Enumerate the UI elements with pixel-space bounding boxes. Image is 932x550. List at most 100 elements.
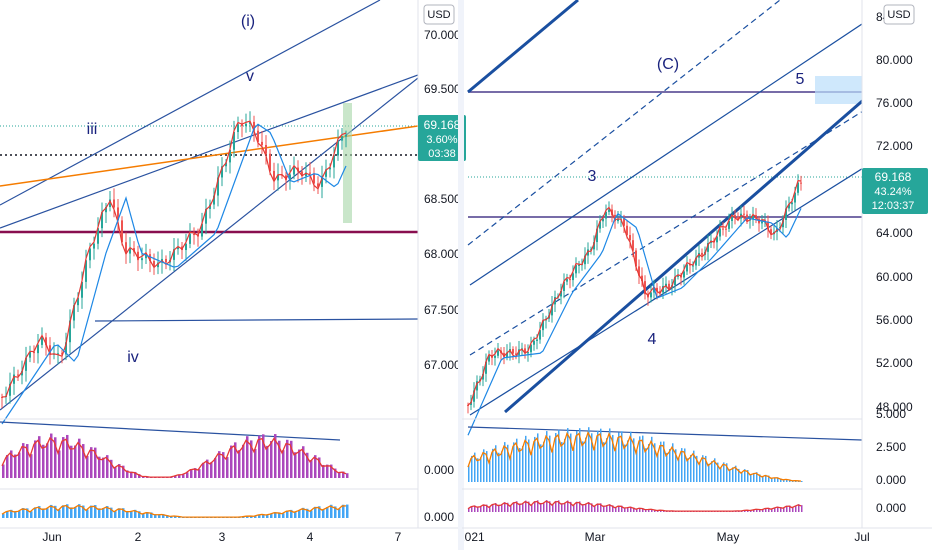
histogram-bar <box>318 506 321 518</box>
histogram-bar <box>762 476 764 482</box>
indicator-tick: 0.000 <box>876 473 906 487</box>
histogram-bar <box>753 472 755 482</box>
histogram-bar <box>513 502 515 512</box>
histogram-bar <box>246 436 249 478</box>
currency-label[interactable]: USD <box>887 9 910 21</box>
histogram-bar <box>660 509 662 512</box>
wave-label: (i) <box>241 13 255 30</box>
histogram-bar <box>543 441 545 482</box>
histogram-bar <box>786 479 788 482</box>
histogram-bar <box>106 455 109 478</box>
histogram-bar <box>486 451 488 482</box>
histogram-bar <box>603 505 605 512</box>
histogram-bar <box>477 458 479 482</box>
histogram-bar <box>326 507 329 518</box>
candle-body <box>81 281 83 298</box>
histogram-bar <box>306 508 309 518</box>
currency-box[interactable] <box>423 4 455 25</box>
candle-body <box>213 195 215 205</box>
price-tick: 68.000 <box>424 247 461 261</box>
histogram-bar <box>42 444 45 478</box>
time-tick: Mar <box>585 530 606 544</box>
candle-body <box>117 207 119 221</box>
candle-body <box>650 292 652 298</box>
moving-average <box>1 120 347 398</box>
histogram-bar <box>202 462 205 478</box>
candle-body <box>77 297 79 306</box>
histogram-bar <box>657 453 659 482</box>
histogram-bar <box>6 454 9 478</box>
histogram-bar <box>471 506 473 512</box>
histogram-bar <box>540 503 542 512</box>
candle-body <box>770 229 772 235</box>
candle-body <box>584 255 586 265</box>
candle-body <box>785 208 787 220</box>
candle-body <box>572 273 574 281</box>
wave-label: 4 <box>648 331 657 348</box>
wave-label: v <box>246 68 254 85</box>
histogram-bar <box>591 433 593 482</box>
panel-splitter[interactable] <box>458 0 464 550</box>
histogram-bar <box>118 464 121 478</box>
histogram-bar <box>780 478 782 482</box>
candle-body <box>482 373 484 380</box>
candle-body <box>626 225 628 236</box>
histogram-bar <box>30 454 33 478</box>
histogram-bar <box>777 506 779 512</box>
histogram-bar <box>174 515 177 518</box>
candle-body <box>45 337 47 346</box>
histogram-bar <box>6 511 9 518</box>
histogram-bar <box>134 471 137 478</box>
currency-label[interactable]: USD <box>427 9 450 21</box>
histogram-bar <box>633 438 635 482</box>
histogram-bar <box>564 502 566 512</box>
candle-body <box>157 262 159 268</box>
candle-body <box>293 167 295 175</box>
histogram-bar <box>66 434 69 478</box>
candle-body <box>229 149 231 163</box>
histogram-bar <box>585 503 587 512</box>
histogram-bar <box>218 451 221 478</box>
histogram-bar <box>290 509 293 518</box>
price-badge: 69.168 43.24% 12:03:37 <box>862 168 928 214</box>
histogram-bar <box>138 474 141 478</box>
trend-line <box>467 426 862 441</box>
candle-body <box>494 355 496 358</box>
histogram-bar <box>150 512 153 518</box>
candle-body <box>485 361 487 374</box>
histogram-bar <box>483 449 485 482</box>
candle-body <box>737 216 739 219</box>
currency-box[interactable] <box>883 4 915 25</box>
price-tick: 70.000 <box>424 28 461 42</box>
moving-average <box>1 123 347 425</box>
histogram-bar <box>270 513 273 518</box>
histogram-bar <box>645 509 647 512</box>
histogram-bar <box>258 514 261 518</box>
histogram-bar <box>166 515 169 518</box>
histogram-bar <box>86 509 89 518</box>
histogram-bar <box>78 438 81 478</box>
currency-button[interactable]: USD <box>883 4 915 25</box>
histogram-bar <box>106 506 109 518</box>
candle-body <box>273 170 275 181</box>
candle-body <box>761 221 763 224</box>
histogram-bar <box>519 503 521 512</box>
histogram-bar <box>110 507 113 518</box>
histogram-bar <box>789 479 791 482</box>
candle-body <box>21 370 23 376</box>
histogram-bar <box>294 511 297 518</box>
candle-body <box>241 124 243 127</box>
histogram-bar <box>795 505 797 512</box>
histogram-bar <box>756 508 758 512</box>
histogram-bar <box>46 443 49 478</box>
histogram-bar <box>510 505 512 512</box>
trend-line <box>0 74 418 229</box>
wave-label: 5 <box>796 71 805 88</box>
histogram-bar <box>258 435 261 478</box>
badge-box <box>418 115 466 161</box>
histogram-bar <box>747 509 749 512</box>
histogram-bar <box>62 505 65 518</box>
currency-button[interactable]: USD <box>423 4 455 25</box>
histogram-bar <box>498 452 500 482</box>
histogram-bar <box>126 510 129 518</box>
